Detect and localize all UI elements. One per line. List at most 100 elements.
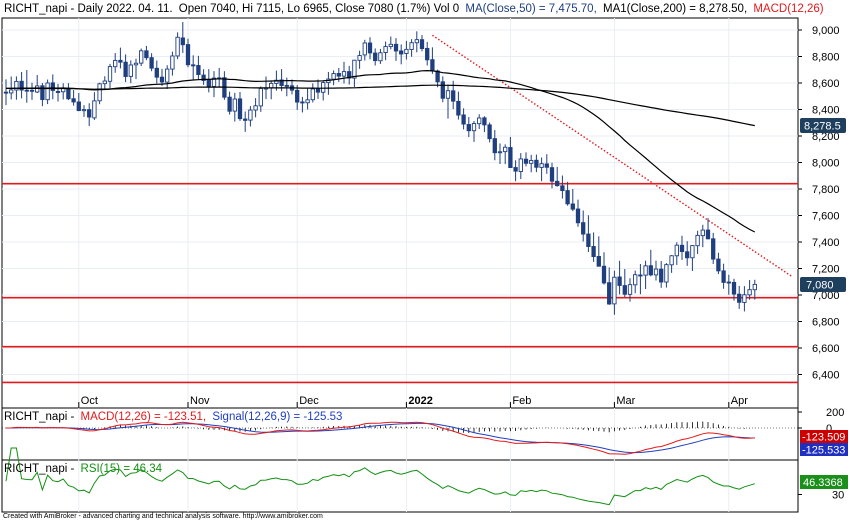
candle (617, 260, 622, 295)
candle (674, 242, 679, 265)
candle-body-down (685, 251, 690, 259)
price-tick-label: 8,800 (812, 52, 840, 64)
candle-body-up (305, 99, 310, 104)
candle-body-up (211, 77, 217, 87)
month-label: Nov (190, 395, 210, 407)
ma200-line (6, 84, 755, 127)
candle (731, 278, 737, 301)
candle-body-up (497, 151, 503, 154)
candle-body-down (144, 50, 149, 59)
candle (435, 69, 440, 88)
price-tick-label: 6,800 (812, 317, 840, 329)
candle-body-down (76, 101, 81, 112)
candle (648, 249, 653, 277)
candle-body-down (721, 270, 726, 283)
price-pane[interactable] (1, 17, 799, 409)
candle (638, 263, 643, 295)
month-label: Oct (81, 395, 98, 407)
candle (362, 39, 367, 61)
candle (170, 51, 175, 76)
candle (419, 35, 425, 52)
candle (529, 154, 534, 173)
candle (118, 47, 123, 69)
candle (581, 210, 586, 242)
price-tick-label: 8,000 (812, 158, 840, 170)
candle (456, 91, 461, 120)
candle-body-down (659, 268, 664, 283)
candle-body-up (409, 42, 414, 50)
candle (40, 83, 45, 107)
candle (29, 82, 35, 100)
candle (503, 144, 508, 165)
candle-body-down (726, 281, 731, 284)
candle (523, 152, 529, 167)
candle-body-up (269, 82, 274, 89)
candle-body-down (295, 89, 300, 103)
candle (539, 157, 544, 182)
candle-body-down (419, 39, 425, 50)
candle (653, 260, 659, 281)
candle (700, 224, 705, 248)
candle (711, 232, 716, 264)
candle (555, 166, 560, 187)
candle-body-up (81, 109, 87, 112)
candle (133, 58, 139, 80)
candle-body-up (378, 52, 383, 62)
candle (716, 252, 721, 275)
rsi-tick-label: 30 (832, 490, 844, 502)
candle-body-up (747, 289, 752, 296)
candle-body-down (237, 98, 243, 120)
macd-pane[interactable] (1, 407, 799, 461)
header-symbol: RICHT_napi - Daily 2022. 04. 11. (4, 3, 173, 15)
candle-body-up (445, 90, 451, 99)
candle-body-down (607, 282, 612, 305)
candle (243, 111, 248, 132)
candle (123, 54, 128, 83)
candle-body-down (581, 222, 586, 235)
header-ma200: MA1(Close,200) = 8,278.50, (603, 3, 747, 15)
candle (627, 278, 633, 302)
candle-body-down (549, 167, 555, 182)
candle-body-down (159, 76, 165, 83)
candle (679, 235, 685, 260)
candle-body-down (435, 70, 440, 83)
candle-body-up (357, 55, 362, 61)
candle (92, 92, 97, 120)
ma50-line (6, 69, 756, 233)
candle-body-up (9, 89, 14, 94)
ma200-badge: 8,278.5 (800, 118, 846, 133)
candle-body-down (544, 163, 549, 168)
macd-header: RICHT_napi - MACD(12,26) = -123.51, Sign… (4, 411, 342, 423)
candle-body-down (367, 42, 373, 54)
candle-body-down (336, 73, 341, 77)
candle-body-down (638, 274, 643, 277)
candle (440, 76, 445, 103)
candle (461, 108, 466, 130)
candle (747, 280, 752, 300)
candle (404, 40, 409, 60)
month-label: Dec (299, 395, 319, 407)
candle-body-up (321, 82, 326, 93)
signal-header-value: Signal(12,26,9) = -125.53 (212, 411, 342, 423)
candle (139, 48, 144, 67)
month-axis: Oct Nov Dec 2022 Feb Mar Apr (78, 395, 748, 408)
candle (107, 63, 113, 89)
candle (565, 181, 570, 206)
trendline (432, 34, 794, 278)
candle (50, 74, 55, 100)
candle (487, 122, 492, 143)
month-label: Apr (731, 395, 748, 407)
candle (19, 72, 24, 99)
close-badge: 7,080 (800, 277, 846, 292)
candle (357, 50, 362, 69)
candle (477, 114, 482, 129)
candle-body-down (201, 74, 206, 81)
price-tick-label: 7,600 (812, 211, 840, 223)
candle-body-up (352, 59, 357, 79)
price-header: RICHT_napi - Daily 2022. 04. 11. Open 70… (4, 3, 824, 15)
candle (388, 36, 393, 50)
candle-body-down (705, 229, 711, 240)
candle (633, 270, 638, 294)
candle-body-down (154, 67, 159, 78)
